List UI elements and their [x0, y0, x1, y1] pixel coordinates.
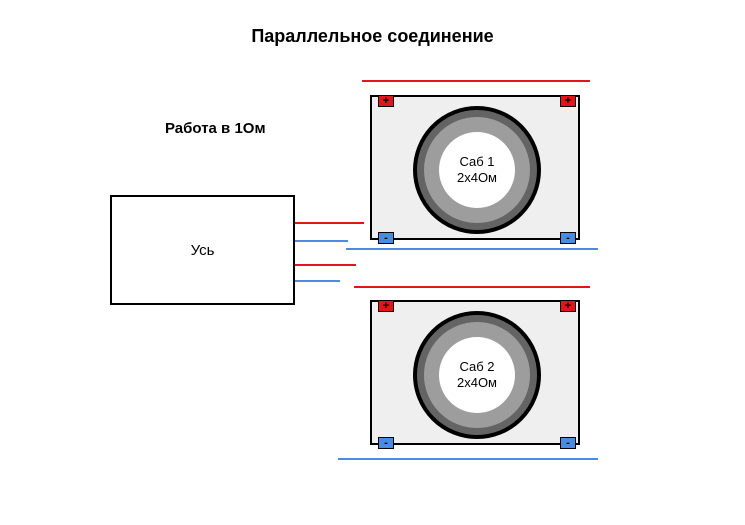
amplifier-box: Усь	[110, 195, 295, 305]
terminal-minus-right: -	[560, 437, 576, 449]
wire-blue	[295, 280, 340, 282]
terminal-minus-left: -	[378, 232, 394, 244]
speaker-label-line1: Саб 1	[459, 154, 494, 170]
diagram-subtitle: Работа в 1Ом	[165, 120, 266, 137]
terminal-plus-left: +	[378, 300, 394, 312]
speaker-box-1: Саб 12х4Ом++--	[370, 95, 580, 240]
terminal-plus-right: +	[560, 95, 576, 107]
speaker-center: Саб 12х4Ом	[439, 132, 515, 208]
wire-red	[295, 222, 364, 224]
speaker-label-line2: 2х4Ом	[457, 170, 497, 186]
wire-blue	[338, 458, 598, 460]
terminal-minus-right: -	[560, 232, 576, 244]
speaker-label-line2: 2х4Ом	[457, 375, 497, 391]
speaker-box-2: Саб 22х4Ом++--	[370, 300, 580, 445]
amplifier-label: Усь	[191, 242, 215, 259]
diagram-title: Параллельное соединение	[0, 26, 745, 47]
terminal-plus-left: +	[378, 95, 394, 107]
wire-blue	[295, 240, 348, 242]
terminal-plus-right: +	[560, 300, 576, 312]
wire-blue	[346, 248, 598, 250]
wire-red	[295, 264, 356, 266]
wire-red	[362, 80, 590, 82]
wire-red	[354, 286, 590, 288]
terminal-minus-left: -	[378, 437, 394, 449]
speaker-label-line1: Саб 2	[459, 359, 494, 375]
speaker-center: Саб 22х4Ом	[439, 337, 515, 413]
